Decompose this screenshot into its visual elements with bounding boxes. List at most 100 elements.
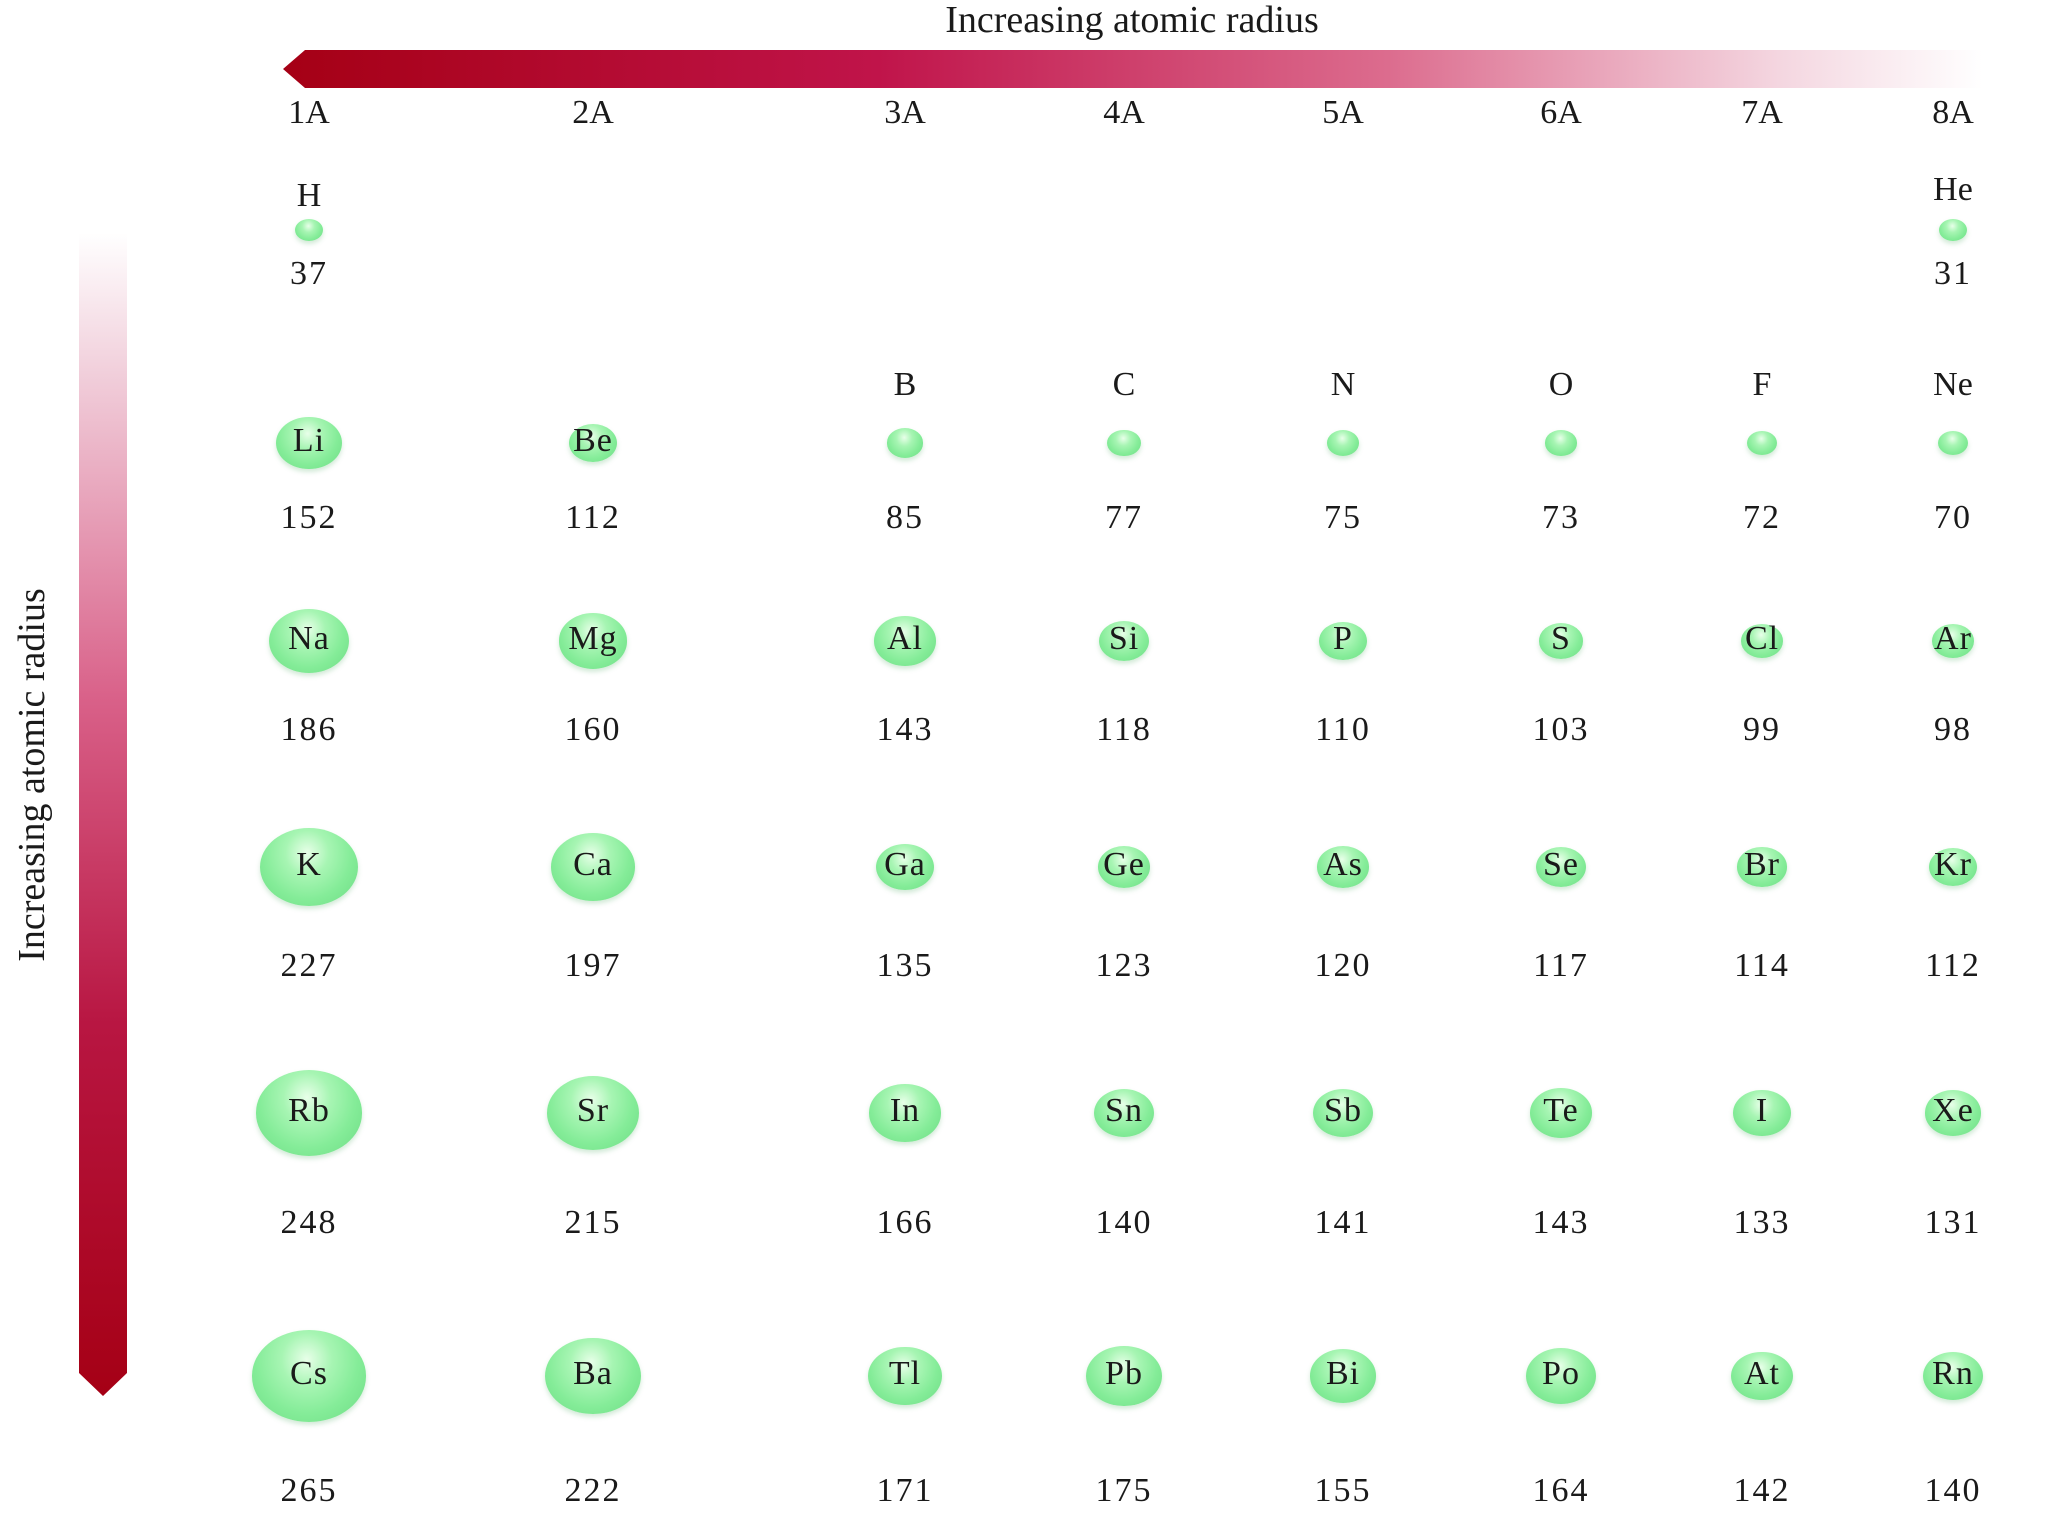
- atom-sphere-ar: [1931, 624, 1975, 658]
- element-symbol-rn: Rn: [1932, 1355, 1974, 1392]
- atom-sphere-ba: [545, 1337, 641, 1415]
- atomic-radius-value-in: 166: [876, 1204, 934, 1241]
- atomic-radius-value-ga: 135: [876, 947, 934, 984]
- element-symbol-si: Si: [1108, 620, 1140, 657]
- element-symbol-se: Se: [1543, 846, 1579, 883]
- element-symbol-rb: Rb: [288, 1092, 330, 1129]
- element-symbol-li: Li: [292, 422, 326, 459]
- element-symbol-ne: Ne: [1933, 366, 1973, 403]
- group-label-6a: 6A: [1540, 94, 1582, 131]
- element-symbol-ca: Ca: [573, 846, 613, 883]
- atomic-radius-value-cs: 265: [280, 1472, 338, 1509]
- atom-sphere-li: [276, 416, 342, 470]
- element-symbol-mg: Mg: [568, 620, 618, 657]
- atom-sphere-na: [269, 609, 349, 673]
- group-label-4a: 4A: [1103, 94, 1145, 131]
- atomic-radius-value-tl: 171: [876, 1472, 934, 1509]
- element-symbol-cs: Cs: [290, 1355, 328, 1392]
- atom-sphere-ca: [550, 833, 636, 901]
- atomic-radius-value-s: 103: [1532, 711, 1590, 748]
- horizontal-axis-title: Increasing atomic radius: [945, 0, 1319, 41]
- element-symbol-cl: Cl: [1744, 620, 1780, 657]
- atom-sphere-pb: [1086, 1345, 1162, 1407]
- element-symbol-ba: Ba: [573, 1355, 613, 1392]
- atomic-radius-value-kr: 112: [1925, 947, 1981, 984]
- element-symbol-pb: Pb: [1105, 1355, 1143, 1392]
- atom-sphere-in: [869, 1084, 941, 1142]
- element-symbol-b: B: [893, 366, 917, 403]
- atomic-radius-value-f: 72: [1743, 499, 1781, 536]
- atom-sphere-o: [1545, 430, 1577, 456]
- atomic-radius-value-k: 227: [280, 947, 338, 984]
- element-symbol-na: Na: [288, 620, 330, 657]
- element-symbol-in: In: [889, 1092, 921, 1129]
- element-symbol-c: C: [1112, 366, 1136, 403]
- atomic-radius-value-xe: 131: [1924, 1204, 1982, 1241]
- atomic-radius-value-al: 143: [876, 711, 934, 748]
- atom-sphere-cs: [252, 1330, 366, 1422]
- atomic-radius-value-se: 117: [1533, 947, 1589, 984]
- atom-sphere-bi: [1309, 1349, 1377, 1403]
- element-symbol-sn: Sn: [1105, 1092, 1143, 1129]
- element-symbol-br: Br: [1744, 846, 1780, 883]
- atom-sphere-i: [1733, 1090, 1791, 1136]
- atomic-radius-value-ge: 123: [1095, 947, 1153, 984]
- element-symbol-at: At: [1744, 1355, 1780, 1392]
- element-symbol-te: Te: [1543, 1092, 1579, 1129]
- atom-sphere-br: [1737, 847, 1787, 887]
- atom-sphere-rn: [1922, 1351, 1984, 1401]
- atom-sphere-al: [874, 616, 936, 666]
- atom-sphere-po: [1525, 1347, 1597, 1405]
- element-symbol-o: O: [1548, 366, 1574, 403]
- atom-sphere-he: [1939, 218, 1967, 242]
- element-symbol-xe: Xe: [1932, 1092, 1974, 1129]
- atom-sphere-xe: [1924, 1090, 1982, 1136]
- atom-sphere-f: [1746, 430, 1778, 456]
- element-symbol-he: He: [1933, 171, 1973, 208]
- atomic-radius-value-p: 110: [1315, 711, 1371, 748]
- atomic-radius-value-at: 142: [1733, 1472, 1791, 1509]
- atomic-radius-value-rn: 140: [1924, 1472, 1982, 1509]
- element-symbol-i: I: [1755, 1092, 1769, 1129]
- atomic-radius-value-b: 85: [886, 499, 924, 536]
- element-symbol-h: H: [296, 177, 322, 214]
- atomic-radius-value-sn: 140: [1095, 1204, 1153, 1241]
- element-symbol-as: As: [1323, 846, 1363, 883]
- atomic-radius-value-c: 77: [1105, 499, 1143, 536]
- element-symbol-be: Be: [573, 422, 613, 459]
- atom-sphere-be: [568, 423, 618, 463]
- element-symbol-ar: Ar: [1934, 620, 1972, 657]
- atom-sphere-ge: [1097, 845, 1151, 889]
- group-label-1a: 1A: [288, 94, 330, 131]
- atomic-radius-value-te: 143: [1532, 1204, 1590, 1241]
- atomic-radius-value-h: 37: [290, 255, 328, 292]
- element-symbol-kr: Kr: [1934, 846, 1972, 883]
- atom-sphere-tl: [868, 1346, 942, 1406]
- group-label-7a: 7A: [1741, 94, 1783, 131]
- atom-sphere-rb: [255, 1070, 363, 1156]
- element-symbol-sr: Sr: [576, 1092, 610, 1129]
- atomic-radius-value-i: 133: [1733, 1204, 1791, 1241]
- element-symbol-tl: Tl: [888, 1355, 922, 1392]
- atomic-radius-value-na: 186: [280, 711, 338, 748]
- element-symbol-ga: Ga: [884, 846, 926, 883]
- atomic-radius-value-br: 114: [1734, 947, 1790, 984]
- element-symbol-n: N: [1330, 366, 1356, 403]
- atom-sphere-k: [260, 827, 358, 907]
- element-symbol-ge: Ge: [1103, 846, 1145, 883]
- atom-sphere-c: [1107, 429, 1141, 457]
- atom-sphere-ga: [875, 843, 935, 891]
- group-label-3a: 3A: [884, 94, 926, 131]
- atomic-radius-value-ca: 197: [564, 947, 622, 984]
- atom-sphere-h: [295, 218, 323, 242]
- atomic-radius-value-po: 164: [1532, 1472, 1590, 1509]
- atomic-radius-value-si: 118: [1096, 711, 1152, 748]
- atom-sphere-p: [1319, 622, 1367, 660]
- element-symbol-bi: Bi: [1325, 1355, 1361, 1392]
- atomic-radius-value-sr: 215: [564, 1204, 622, 1241]
- element-symbol-k: K: [296, 846, 322, 883]
- element-symbol-p: P: [1333, 620, 1353, 657]
- atom-sphere-ne: [1937, 430, 1969, 456]
- atom-sphere-sr: [546, 1076, 640, 1150]
